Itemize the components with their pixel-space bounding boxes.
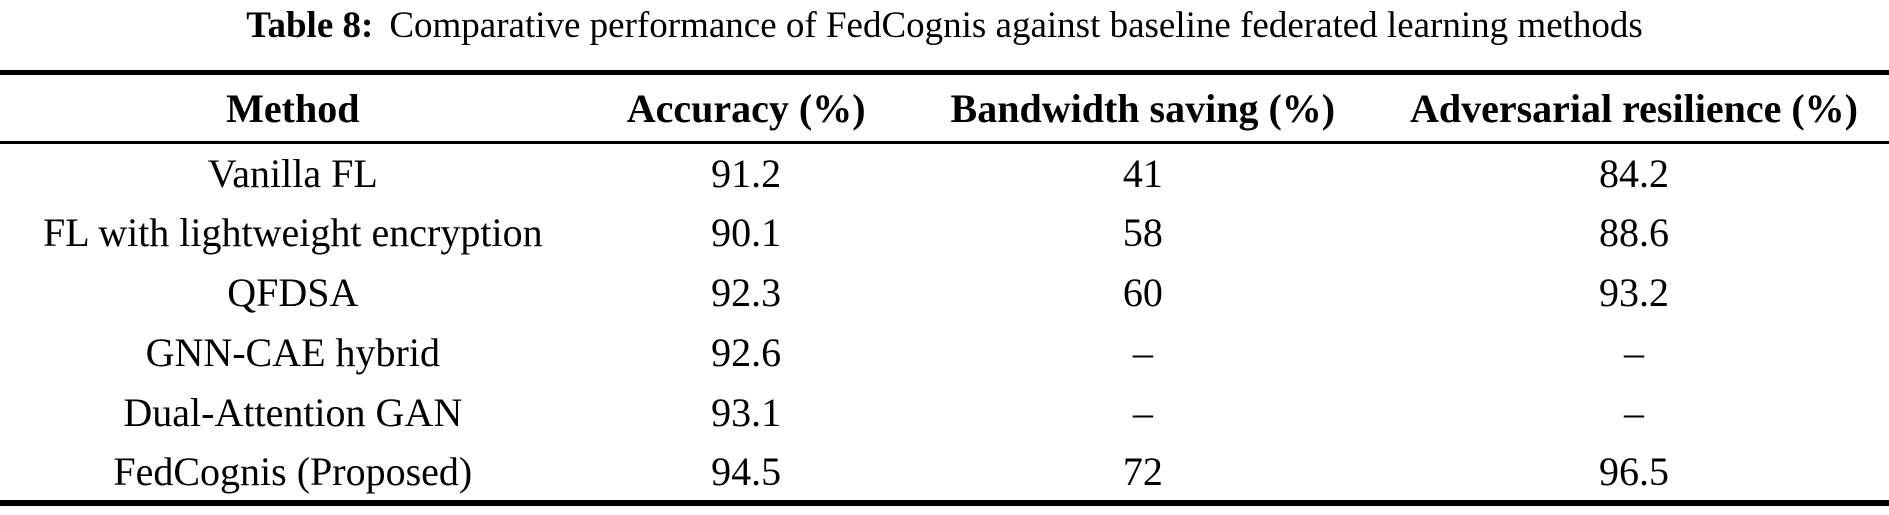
cell-method: FedCognis (Proposed) [113,448,473,494]
cell-accuracy: 92.6 [711,330,782,375]
table-caption: Table 8: Comparative performance of FedCo… [0,0,1889,70]
cell-adversarial-resilience: 84.2 [1598,150,1669,196]
table-row: FedCognis (Proposed) 94.5 72 96.5 [0,443,1889,503]
cell-bandwidth-saving: 72 [1122,448,1163,494]
cell-method: Dual-Attention GAN [123,390,463,435]
cell-accuracy: 92.3 [711,270,782,315]
cell-accuracy: 91.2 [711,150,782,196]
column-header-bandwidth-saving: Bandwidth saving (%) [906,72,1379,144]
cell-bandwidth-saving: 41 [1122,150,1163,196]
table-row: Vanilla FL 91.2 41 84.2 [0,143,1889,203]
cell-bandwidth-saving: 58 [1122,210,1163,255]
column-header-method: Method [0,72,586,144]
cell-accuracy: 90.1 [711,210,782,255]
cell-method: GNN-CAE hybrid [145,330,440,375]
header-row: Method Accuracy (%) Bandwidth saving (%)… [0,72,1889,144]
cell-method: QFDSA [227,270,359,315]
cell-method: FL with lightweight encryption [43,210,543,255]
column-header-adversarial-resilience: Adversarial resilience (%) [1378,72,1889,144]
table-row: GNN-CAE hybrid 92.6 – – [0,323,1889,383]
cell-adversarial-resilience: – [1623,330,1644,375]
cell-bandwidth-saving: – [1132,330,1153,375]
cell-adversarial-resilience: 96.5 [1598,448,1669,494]
table-caption-label: Table 8: [246,5,374,46]
cell-method: Vanilla FL [207,150,378,196]
cell-adversarial-resilience: 88.6 [1598,210,1669,255]
table-row: FL with lightweight encryption 90.1 58 8… [0,203,1889,263]
cell-adversarial-resilience: – [1623,390,1644,435]
table-caption-text: Comparative performance of FedCognis aga… [389,5,1643,46]
cell-accuracy: 93.1 [711,390,782,435]
table-row: Dual-Attention GAN 93.1 – – [0,383,1889,443]
results-table: Method Accuracy (%) Bandwidth saving (%)… [0,70,1889,506]
cell-accuracy: 94.5 [711,448,782,494]
column-header-accuracy: Accuracy (%) [585,72,907,144]
table-header: Method Accuracy (%) Bandwidth saving (%)… [0,72,1889,144]
cell-bandwidth-saving: 60 [1122,270,1163,315]
table-body: Vanilla FL 91.2 41 84.2 FL with lightwei… [0,143,1889,503]
cell-bandwidth-saving: – [1132,390,1153,435]
cell-adversarial-resilience: 93.2 [1598,270,1669,315]
table-row: QFDSA 92.3 60 93.2 [0,263,1889,323]
